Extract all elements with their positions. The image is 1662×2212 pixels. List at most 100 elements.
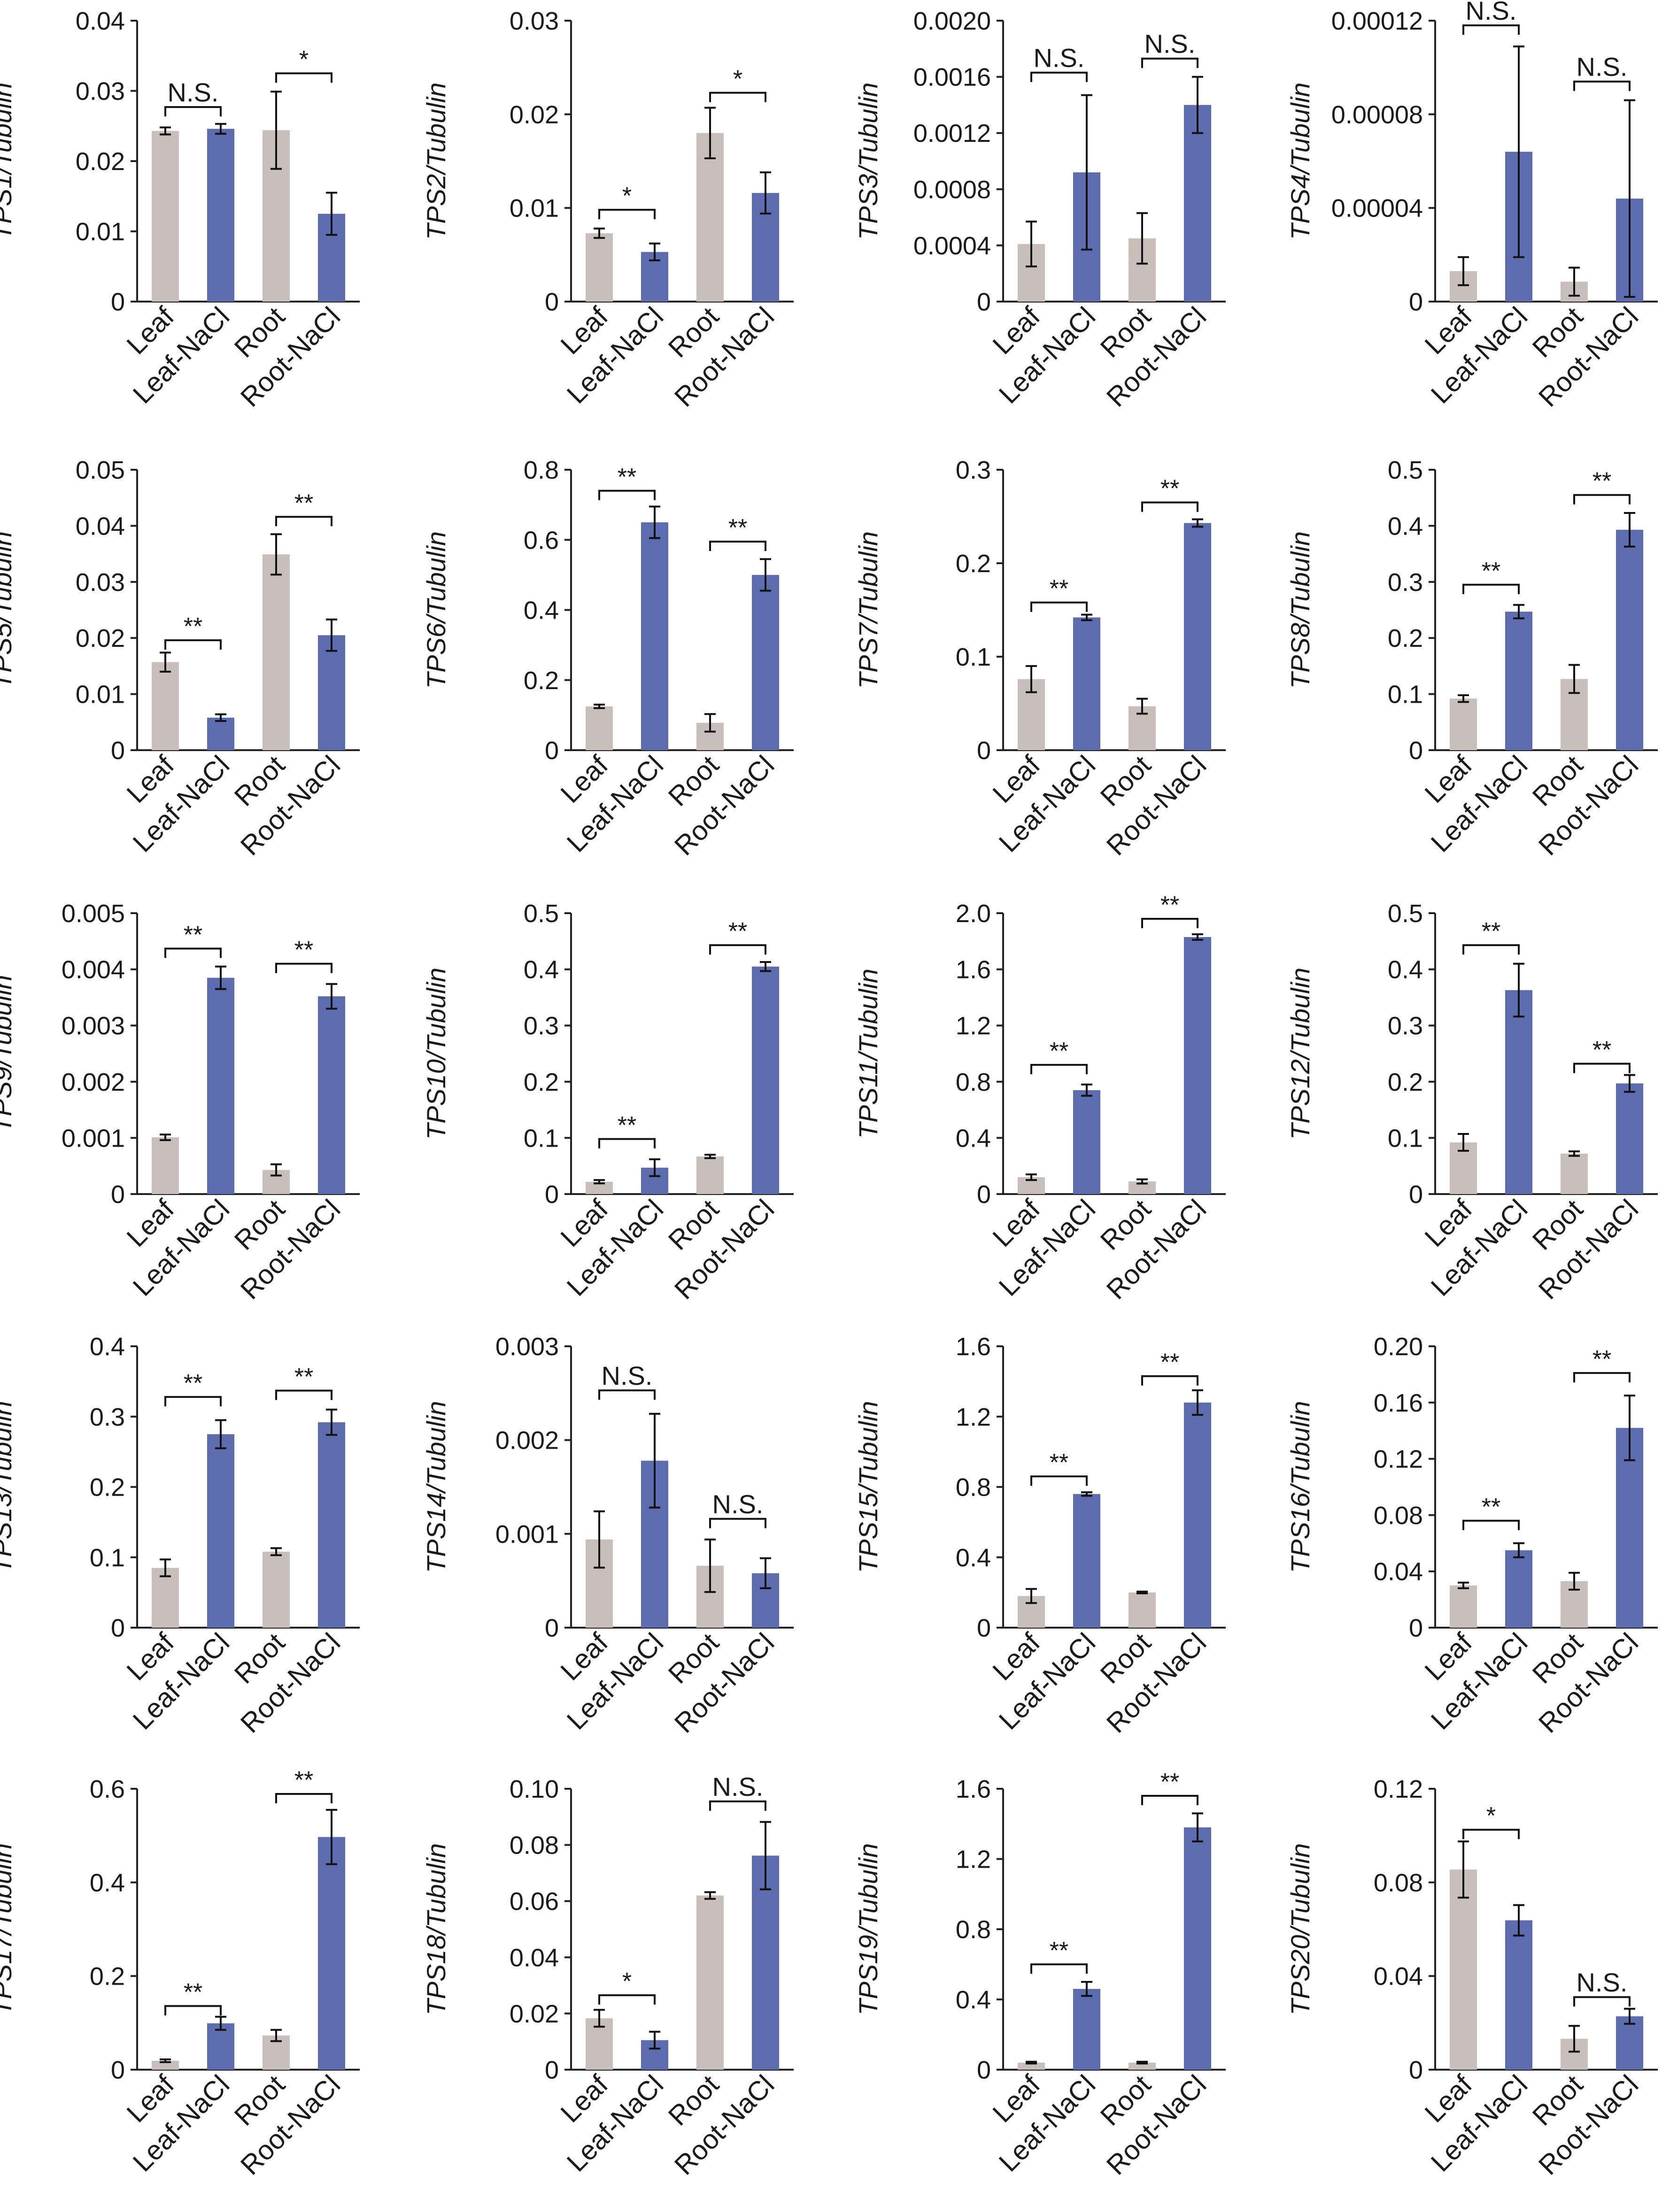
y-tick-label: 1.6	[956, 956, 991, 984]
y-axis-ref: /Tubulin	[0, 531, 17, 625]
bar-root-nacl	[318, 996, 345, 1194]
significance-bracket	[598, 209, 656, 219]
y-axis-gene: TPS10	[421, 1059, 451, 1140]
chart-panel-tps20: 00.040.080.12TPS20/TubulinLeafLeaf-NaClR…	[1285, 1775, 1658, 2181]
y-axis-label: TPS1/Tubulin	[0, 82, 17, 240]
significance-bracket	[1141, 1794, 1198, 1805]
y-axis-ref: /Tubulin	[421, 968, 451, 1061]
significance-bracket	[709, 1800, 766, 1811]
y-tick-label: 0.02	[76, 147, 125, 176]
significance-bracket	[709, 1518, 766, 1529]
y-tick-label: 0	[977, 1614, 991, 1642]
significance-bracket	[1030, 1475, 1088, 1486]
significance-bracket	[709, 944, 766, 955]
y-tick-label: 0.04	[510, 1944, 559, 1972]
y-tick-label: 0.4	[956, 1544, 991, 1572]
y-axis-label: TPS20/Tubulin	[1285, 1843, 1315, 2015]
y-tick-label: 0.08	[1374, 1869, 1423, 1897]
significance-label: **	[184, 1370, 202, 1397]
significance-label: *	[1486, 1802, 1496, 1830]
significance-label: *	[622, 1968, 632, 1995]
y-tick-label: 0.003	[62, 1012, 125, 1040]
y-axis-gene: TPS8	[1285, 623, 1315, 689]
bar-leaf-nacl	[207, 978, 234, 1194]
chart-panel-tps19: 00.40.81.21.6TPS19/TubulinLeafLeaf-NaClR…	[853, 1769, 1226, 2181]
significance-bracket	[1573, 1996, 1631, 2007]
y-tick-label: 0.03	[510, 7, 559, 35]
significance-bracket	[1462, 583, 1520, 594]
y-tick-label: 0	[545, 737, 559, 765]
y-axis-ref: /Tubulin	[853, 82, 883, 176]
y-axis-gene: TPS1	[0, 174, 17, 240]
y-tick-label: 0.003	[495, 1333, 559, 1361]
bar-leaf-nacl	[1073, 1090, 1100, 1194]
significance-label: N.S.	[1466, 0, 1517, 25]
significance-label: **	[294, 1767, 313, 1794]
y-axis-gene: TPS3	[853, 174, 883, 240]
significance-bracket	[1141, 917, 1198, 928]
y-tick-label: 0.4	[1388, 956, 1423, 984]
significance-label: **	[184, 613, 202, 640]
chart-panel-tps17: 00.20.40.6TPS17/TubulinLeafLeaf-NaClRoot…	[0, 1767, 360, 2181]
y-axis-ref: /Tubulin	[853, 1843, 883, 1937]
y-axis-ref: /Tubulin	[1285, 1843, 1315, 1937]
y-axis-gene: TPS13	[0, 1492, 17, 1573]
y-axis-label: TPS13/Tubulin	[0, 1401, 17, 1573]
significance-bracket	[164, 947, 222, 958]
y-tick-label: 0.1	[524, 1124, 559, 1152]
significance-label: **	[1160, 1769, 1179, 1796]
y-tick-label: 0.3	[956, 456, 991, 484]
y-tick-label: 0	[1409, 288, 1423, 316]
y-tick-label: 0	[977, 1180, 991, 1209]
significance-label: **	[728, 514, 747, 542]
y-axis-ref: /Tubulin	[0, 1843, 17, 1937]
y-axis-label: TPS6/Tubulin	[421, 531, 451, 689]
y-axis-gene: TPS18	[421, 1935, 451, 2015]
y-tick-label: 0	[111, 288, 125, 316]
y-tick-label: 0.3	[1388, 568, 1423, 597]
y-tick-label: 0	[545, 1180, 559, 1209]
bar-root	[696, 133, 724, 302]
bar-leaf-nacl	[207, 129, 234, 302]
significance-bracket	[164, 1396, 222, 1406]
significance-bracket	[709, 540, 766, 551]
significance-label: **	[1592, 468, 1611, 495]
bar-root-nacl	[1184, 937, 1211, 1194]
y-tick-label: 0.8	[956, 1916, 991, 1944]
significance-bracket	[164, 2005, 222, 2016]
y-tick-label: 0.4	[956, 1124, 991, 1152]
y-axis-label: TPS16/Tubulin	[1285, 1401, 1315, 1573]
bar-root	[696, 1156, 724, 1194]
y-axis-ref: /Tubulin	[1285, 531, 1315, 625]
chart-panel-tps11: 00.40.81.21.62.0TPS11/TubulinLeafLeaf-Na…	[853, 892, 1226, 1305]
y-axis-gene: TPS4	[1285, 174, 1315, 240]
bar-leaf	[152, 2061, 179, 2070]
y-tick-label: 0.02	[76, 624, 125, 652]
y-tick-label: 0.06	[510, 1887, 559, 1916]
significance-label: *	[622, 183, 632, 210]
significance-label: **	[1050, 1038, 1068, 1065]
chart-panel-tps13: 00.10.20.30.4TPS13/TubulinLeafLeaf-NaClR…	[0, 1333, 360, 1739]
y-tick-label: 0.005	[62, 900, 125, 928]
bar-leaf-nacl	[641, 522, 668, 750]
y-tick-label: 1.2	[956, 1846, 991, 1874]
significance-bracket	[1462, 24, 1520, 35]
bar-root-nacl	[318, 1837, 345, 2070]
y-tick-label: 0.1	[90, 1544, 125, 1572]
significance-bracket	[275, 516, 332, 527]
bar-leaf	[586, 233, 613, 302]
bar-leaf	[1450, 699, 1477, 750]
y-tick-label: 0.08	[510, 1832, 559, 1860]
bar-root-nacl	[752, 574, 779, 750]
y-tick-label: 1.6	[956, 1775, 991, 1803]
y-tick-label: 0.2	[524, 1068, 559, 1096]
y-tick-label: 0.02	[510, 101, 559, 129]
y-tick-label: 0	[111, 1180, 125, 1209]
significance-label: **	[1160, 892, 1179, 919]
bar-leaf-nacl	[207, 1434, 234, 1628]
y-axis-label: TPS8/Tubulin	[1285, 531, 1315, 689]
significance-bracket	[164, 106, 222, 116]
y-axis-ref: /Tubulin	[853, 531, 883, 625]
bar-root	[263, 554, 290, 750]
y-tick-label: 0.04	[1374, 1558, 1423, 1586]
